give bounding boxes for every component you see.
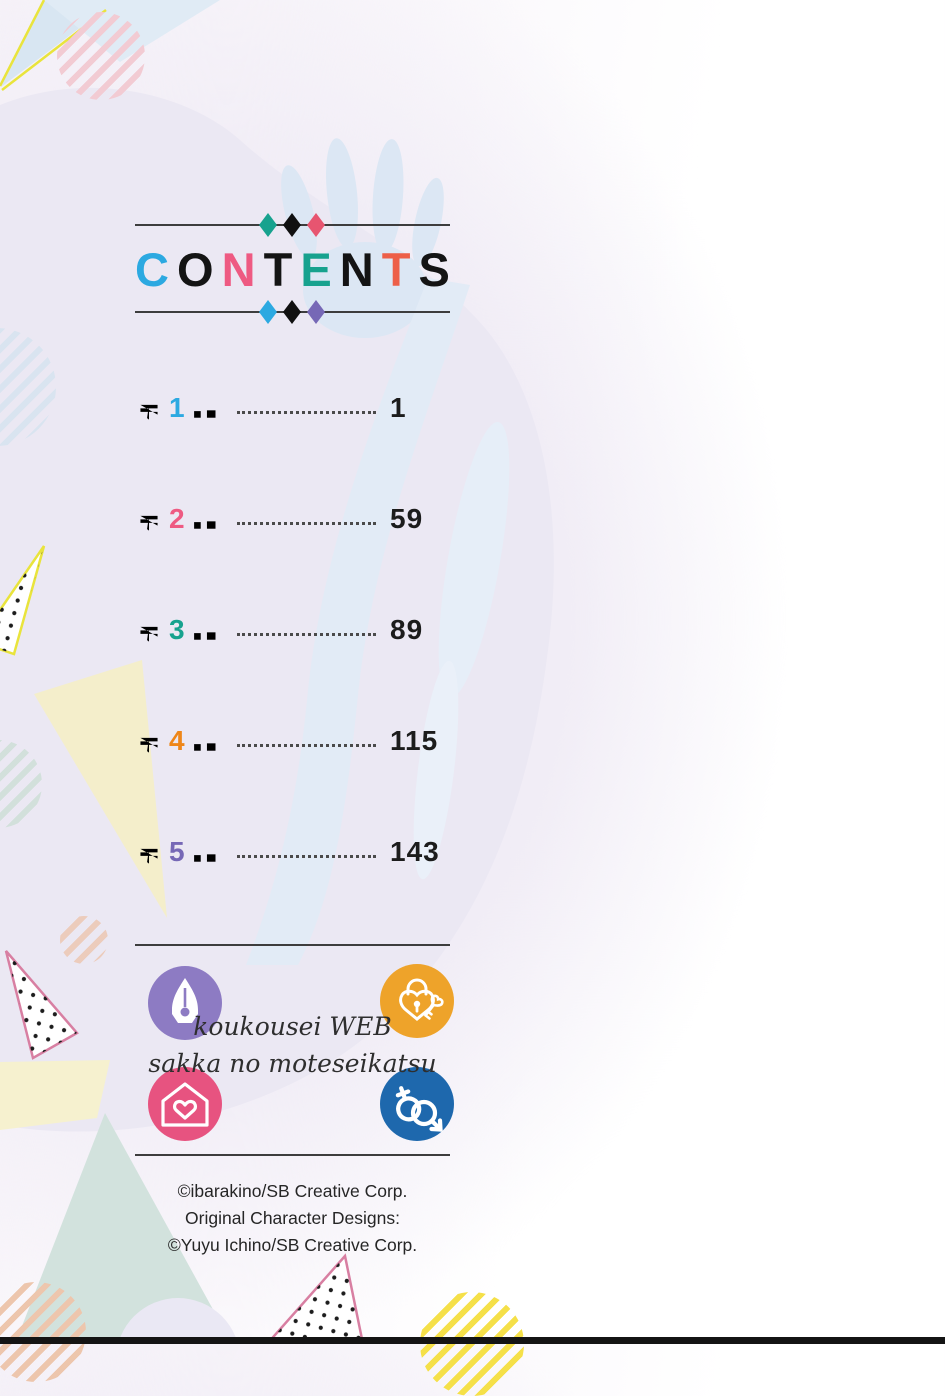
series-title-line2: sakka no moteseikatsu (148, 1049, 437, 1078)
kanji-dai-glyph (135, 394, 163, 422)
title-letter: T (263, 243, 293, 296)
gender-icon (380, 1067, 454, 1141)
page-bottom-border (0, 1337, 945, 1344)
title-letter: T (381, 243, 411, 296)
chapter-label: 3 (135, 614, 219, 646)
footer-divider-bottom (135, 1154, 450, 1156)
diamond-ornament-bottom (259, 300, 325, 324)
toc-row-chapter-2: 2 59 (135, 463, 450, 574)
kanji-wa-glyph (191, 505, 219, 533)
page-number: 143 (390, 835, 440, 867)
page-number: 115 (390, 724, 439, 756)
toc-row-chapter-1: 1 1 (135, 352, 450, 463)
striped-circle-decoration (60, 916, 108, 964)
kanji-dai-glyph (135, 505, 163, 533)
chapter-number: 1 (169, 391, 186, 423)
footer-divider-top (135, 944, 450, 946)
diamond-icon (307, 213, 325, 237)
kanji-dai-glyph (135, 727, 163, 755)
chapter-label: 2 (135, 503, 219, 535)
diamond-icon (283, 213, 301, 237)
dotted-leader (237, 633, 376, 636)
dotted-leader (237, 744, 376, 747)
chapter-label: 5 (135, 836, 219, 868)
series-title: koukousei WEB sakka no moteseikatsu (115, 1008, 470, 1082)
diamond-icon (259, 300, 277, 324)
page-number: 1 (390, 391, 407, 423)
chapter-number: 3 (169, 613, 186, 645)
kanji-wa-glyph (191, 838, 219, 866)
kanji-wa-glyph (191, 394, 219, 422)
kanji-wa-glyph (191, 727, 219, 755)
contents-column: C O N T E N T S 1 1 (135, 0, 454, 1344)
diamond-icon (307, 300, 325, 324)
kanji-dai-glyph (135, 616, 163, 644)
title-letter: S (418, 243, 450, 296)
striped-circle-decoration (57, 12, 145, 100)
credit-line: ©ibarakino/SB Creative Corp. (177, 1181, 408, 1201)
page-title: C O N T E N T S (135, 244, 450, 296)
credit-line: Original Character Designs: (185, 1208, 400, 1228)
toc-row-chapter-5: 5 143 (135, 796, 450, 907)
dotted-leader (237, 522, 376, 525)
chapter-number: 5 (169, 835, 186, 867)
pen-icon (148, 966, 222, 1040)
diamond-icon (283, 300, 301, 324)
diamond-ornament-top (259, 213, 325, 237)
title-letter: N (221, 243, 256, 296)
title-letter: N (339, 243, 374, 296)
background-artwork (0, 0, 554, 1344)
kanji-wa-glyph (191, 616, 219, 644)
table-of-contents: 1 1 2 59 3 (135, 352, 450, 907)
lock-heart-icon (380, 964, 454, 1038)
diamond-icon (259, 213, 277, 237)
credit-line: ©Yuyu Ichino/SB Creative Corp. (167, 1235, 418, 1255)
chapter-number: 2 (169, 502, 186, 534)
page-number: 89 (390, 613, 424, 645)
title-letter: C (135, 243, 169, 296)
toc-row-chapter-4: 4 115 (135, 685, 450, 796)
title-letter: O (177, 243, 214, 296)
series-title-line1: koukousei WEB (193, 1012, 392, 1041)
house-heart-icon (148, 1067, 222, 1141)
page-number: 59 (390, 502, 424, 534)
toc-row-chapter-3: 3 89 (135, 574, 450, 685)
dotted-leader (237, 855, 376, 858)
chapter-label: 1 (135, 392, 219, 424)
title-letter: E (300, 243, 332, 296)
copyright-credits: ©ibarakino/SB Creative Corp. Original Ch… (115, 1178, 470, 1259)
chapter-number: 4 (169, 724, 186, 756)
dotted-leader (237, 411, 376, 414)
kanji-dai-glyph (135, 838, 163, 866)
chapter-label: 4 (135, 725, 219, 757)
